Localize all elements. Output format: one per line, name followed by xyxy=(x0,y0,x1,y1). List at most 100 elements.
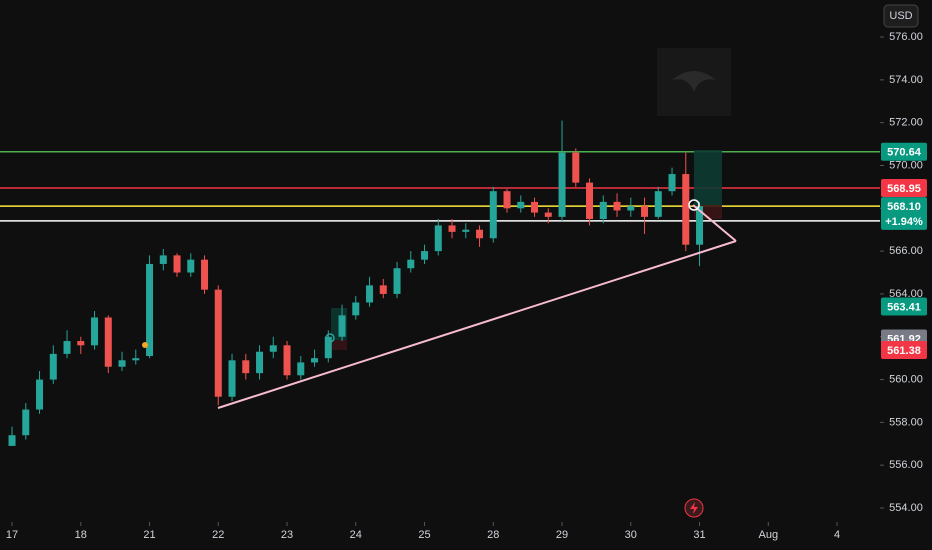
candle-body xyxy=(77,341,85,346)
y-tick-label: 570.00 xyxy=(889,159,923,171)
price-label: 561.38 xyxy=(887,345,921,357)
candle-body xyxy=(324,336,332,359)
x-tick-label: Aug xyxy=(758,529,778,541)
x-tick-label: 22 xyxy=(212,529,224,541)
price-label: +1.94% xyxy=(885,216,923,228)
candle-body xyxy=(572,152,580,183)
candle-body xyxy=(214,289,222,397)
candle-body xyxy=(63,341,71,354)
y-tick-label: 560.00 xyxy=(889,373,923,385)
y-tick-label: 576.00 xyxy=(889,31,923,43)
marker xyxy=(325,333,335,343)
candle-body xyxy=(379,285,387,294)
candle-body xyxy=(242,360,250,374)
candle-body xyxy=(407,259,415,269)
unit-box[interactable] xyxy=(883,4,919,28)
candle-body xyxy=(228,360,236,397)
y-tick-label: 566.00 xyxy=(889,245,923,257)
price-axis xyxy=(880,0,932,550)
candle-body xyxy=(132,358,140,361)
candle-body xyxy=(668,174,676,192)
candle-body xyxy=(517,201,525,209)
x-tick-label: 29 xyxy=(556,529,568,541)
y-tick-label: 558.00 xyxy=(889,416,923,428)
price-label: 568.95 xyxy=(887,183,921,195)
y-tick-label: 572.00 xyxy=(889,117,923,129)
watermark-icon xyxy=(672,71,716,92)
x-tick-label: 24 xyxy=(350,529,362,541)
axes: 576.00574.00572.00570.00568.00566.00564.… xyxy=(6,31,927,541)
candle-body xyxy=(338,315,346,337)
candle-body xyxy=(489,191,497,239)
position-box xyxy=(331,340,347,350)
price-label: 563.41 xyxy=(887,301,921,313)
candle-body xyxy=(613,201,621,211)
candle-body xyxy=(586,182,594,220)
candle-body xyxy=(283,345,291,376)
candle-body xyxy=(201,259,209,290)
candle-body xyxy=(462,229,470,232)
candle-body xyxy=(173,255,181,273)
candle-body xyxy=(558,152,566,217)
trend-line xyxy=(217,240,737,409)
trend-line xyxy=(692,204,737,242)
candle-body xyxy=(448,225,456,232)
candle-body xyxy=(641,206,649,217)
candle-body xyxy=(599,201,607,220)
price-label-box xyxy=(881,197,927,216)
lightning xyxy=(690,502,698,514)
x-tick-label: 25 xyxy=(418,529,430,541)
candle-body xyxy=(22,409,30,436)
x-tick-label: 4 xyxy=(834,529,840,541)
price-label-box xyxy=(881,341,927,360)
axis-unit: USD xyxy=(889,10,912,22)
price-label: 570.64 xyxy=(887,147,922,159)
candles xyxy=(8,120,704,446)
candle-body xyxy=(352,302,360,316)
price-label-box xyxy=(881,178,927,197)
candle-body xyxy=(503,191,511,209)
candle-body xyxy=(187,259,195,273)
candle-body xyxy=(256,351,264,374)
plot-area xyxy=(0,151,880,222)
x-tick-label: 23 xyxy=(281,529,293,541)
candle-body xyxy=(544,212,552,217)
candle-body xyxy=(682,174,690,245)
x-tick-label: 31 xyxy=(693,529,705,541)
candle-body xyxy=(476,229,484,239)
candle-body xyxy=(159,255,167,264)
price-label-box xyxy=(881,142,927,161)
x-tick-label: 28 xyxy=(487,529,499,541)
x-tick-label: 18 xyxy=(75,529,87,541)
candle-body xyxy=(104,317,112,367)
candle-body xyxy=(36,379,44,410)
candle-body xyxy=(269,345,277,352)
candle-body xyxy=(393,268,401,294)
y-tick-label: 564.00 xyxy=(889,288,923,300)
y-tick-label: 574.00 xyxy=(889,74,923,86)
candle-body xyxy=(434,225,442,252)
y-tick-label: 556.00 xyxy=(889,459,923,471)
price-label-box xyxy=(881,297,927,316)
candle-body xyxy=(311,358,319,363)
candle-body xyxy=(146,263,154,357)
candle-body xyxy=(297,362,305,376)
price-label-box xyxy=(881,211,927,230)
drawings xyxy=(142,199,737,518)
candle-body xyxy=(627,206,635,211)
event-dot xyxy=(142,342,148,348)
candle-body xyxy=(531,201,539,213)
candle-body xyxy=(8,435,16,446)
candle-body xyxy=(696,206,704,245)
candle-body xyxy=(118,360,126,367)
x-tick-label: 17 xyxy=(6,529,18,541)
marker xyxy=(688,199,700,211)
candle-body xyxy=(654,191,662,217)
candle-body xyxy=(421,251,429,260)
y-tick-label: 554.00 xyxy=(889,502,923,514)
x-tick-label: 30 xyxy=(625,529,637,541)
price-label: 568.10 xyxy=(887,201,921,213)
